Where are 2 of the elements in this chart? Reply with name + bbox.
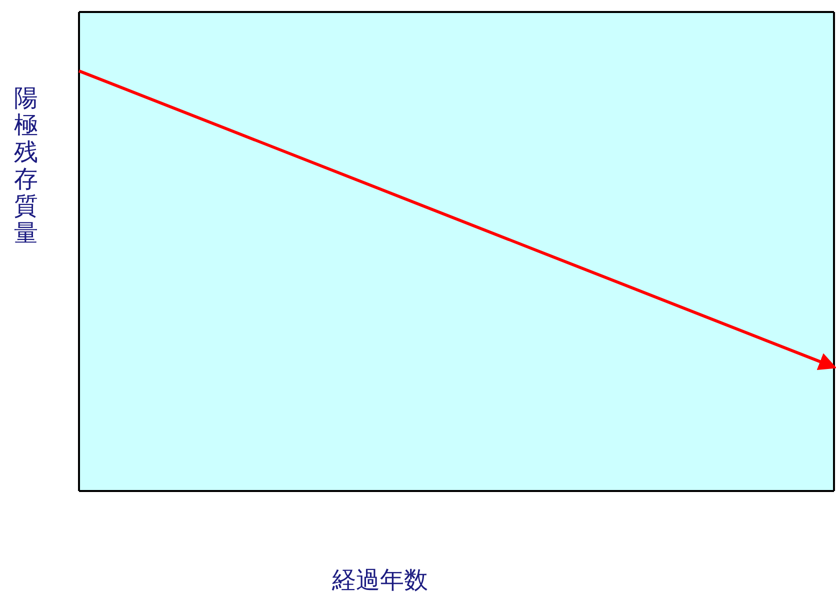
x-axis-title: 経過年数 — [331, 566, 428, 593]
y-axis-title: 陽極残存質量 — [14, 84, 38, 247]
